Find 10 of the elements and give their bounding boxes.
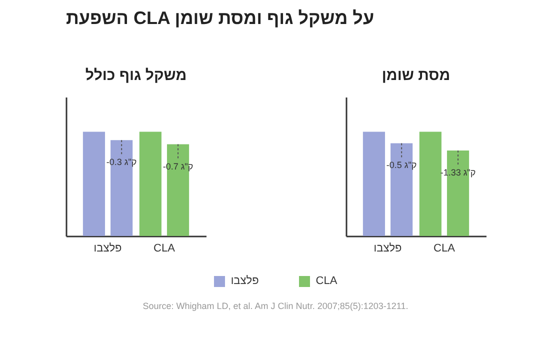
chart-title: מסת שומן — [381, 67, 450, 84]
chart-title: משקל גוף כולל — [84, 67, 186, 84]
source-note: Source: Whigham LD, et al. Am J Clin Nutr. 2007;85(5):1203-1211. — [142, 301, 410, 311]
category-label: פלצבו — [230, 275, 259, 287]
text: השפעת CLA על משקל גוף ומסת שומן — [66, 8, 374, 28]
category-label: CLA — [316, 275, 338, 287]
x-tick-label: פלצבו — [93, 242, 122, 254]
x-tick-label: CLA — [433, 242, 456, 254]
x-tick-label: CLA — [153, 242, 176, 254]
x-tick-label: פלצבו — [373, 242, 402, 254]
